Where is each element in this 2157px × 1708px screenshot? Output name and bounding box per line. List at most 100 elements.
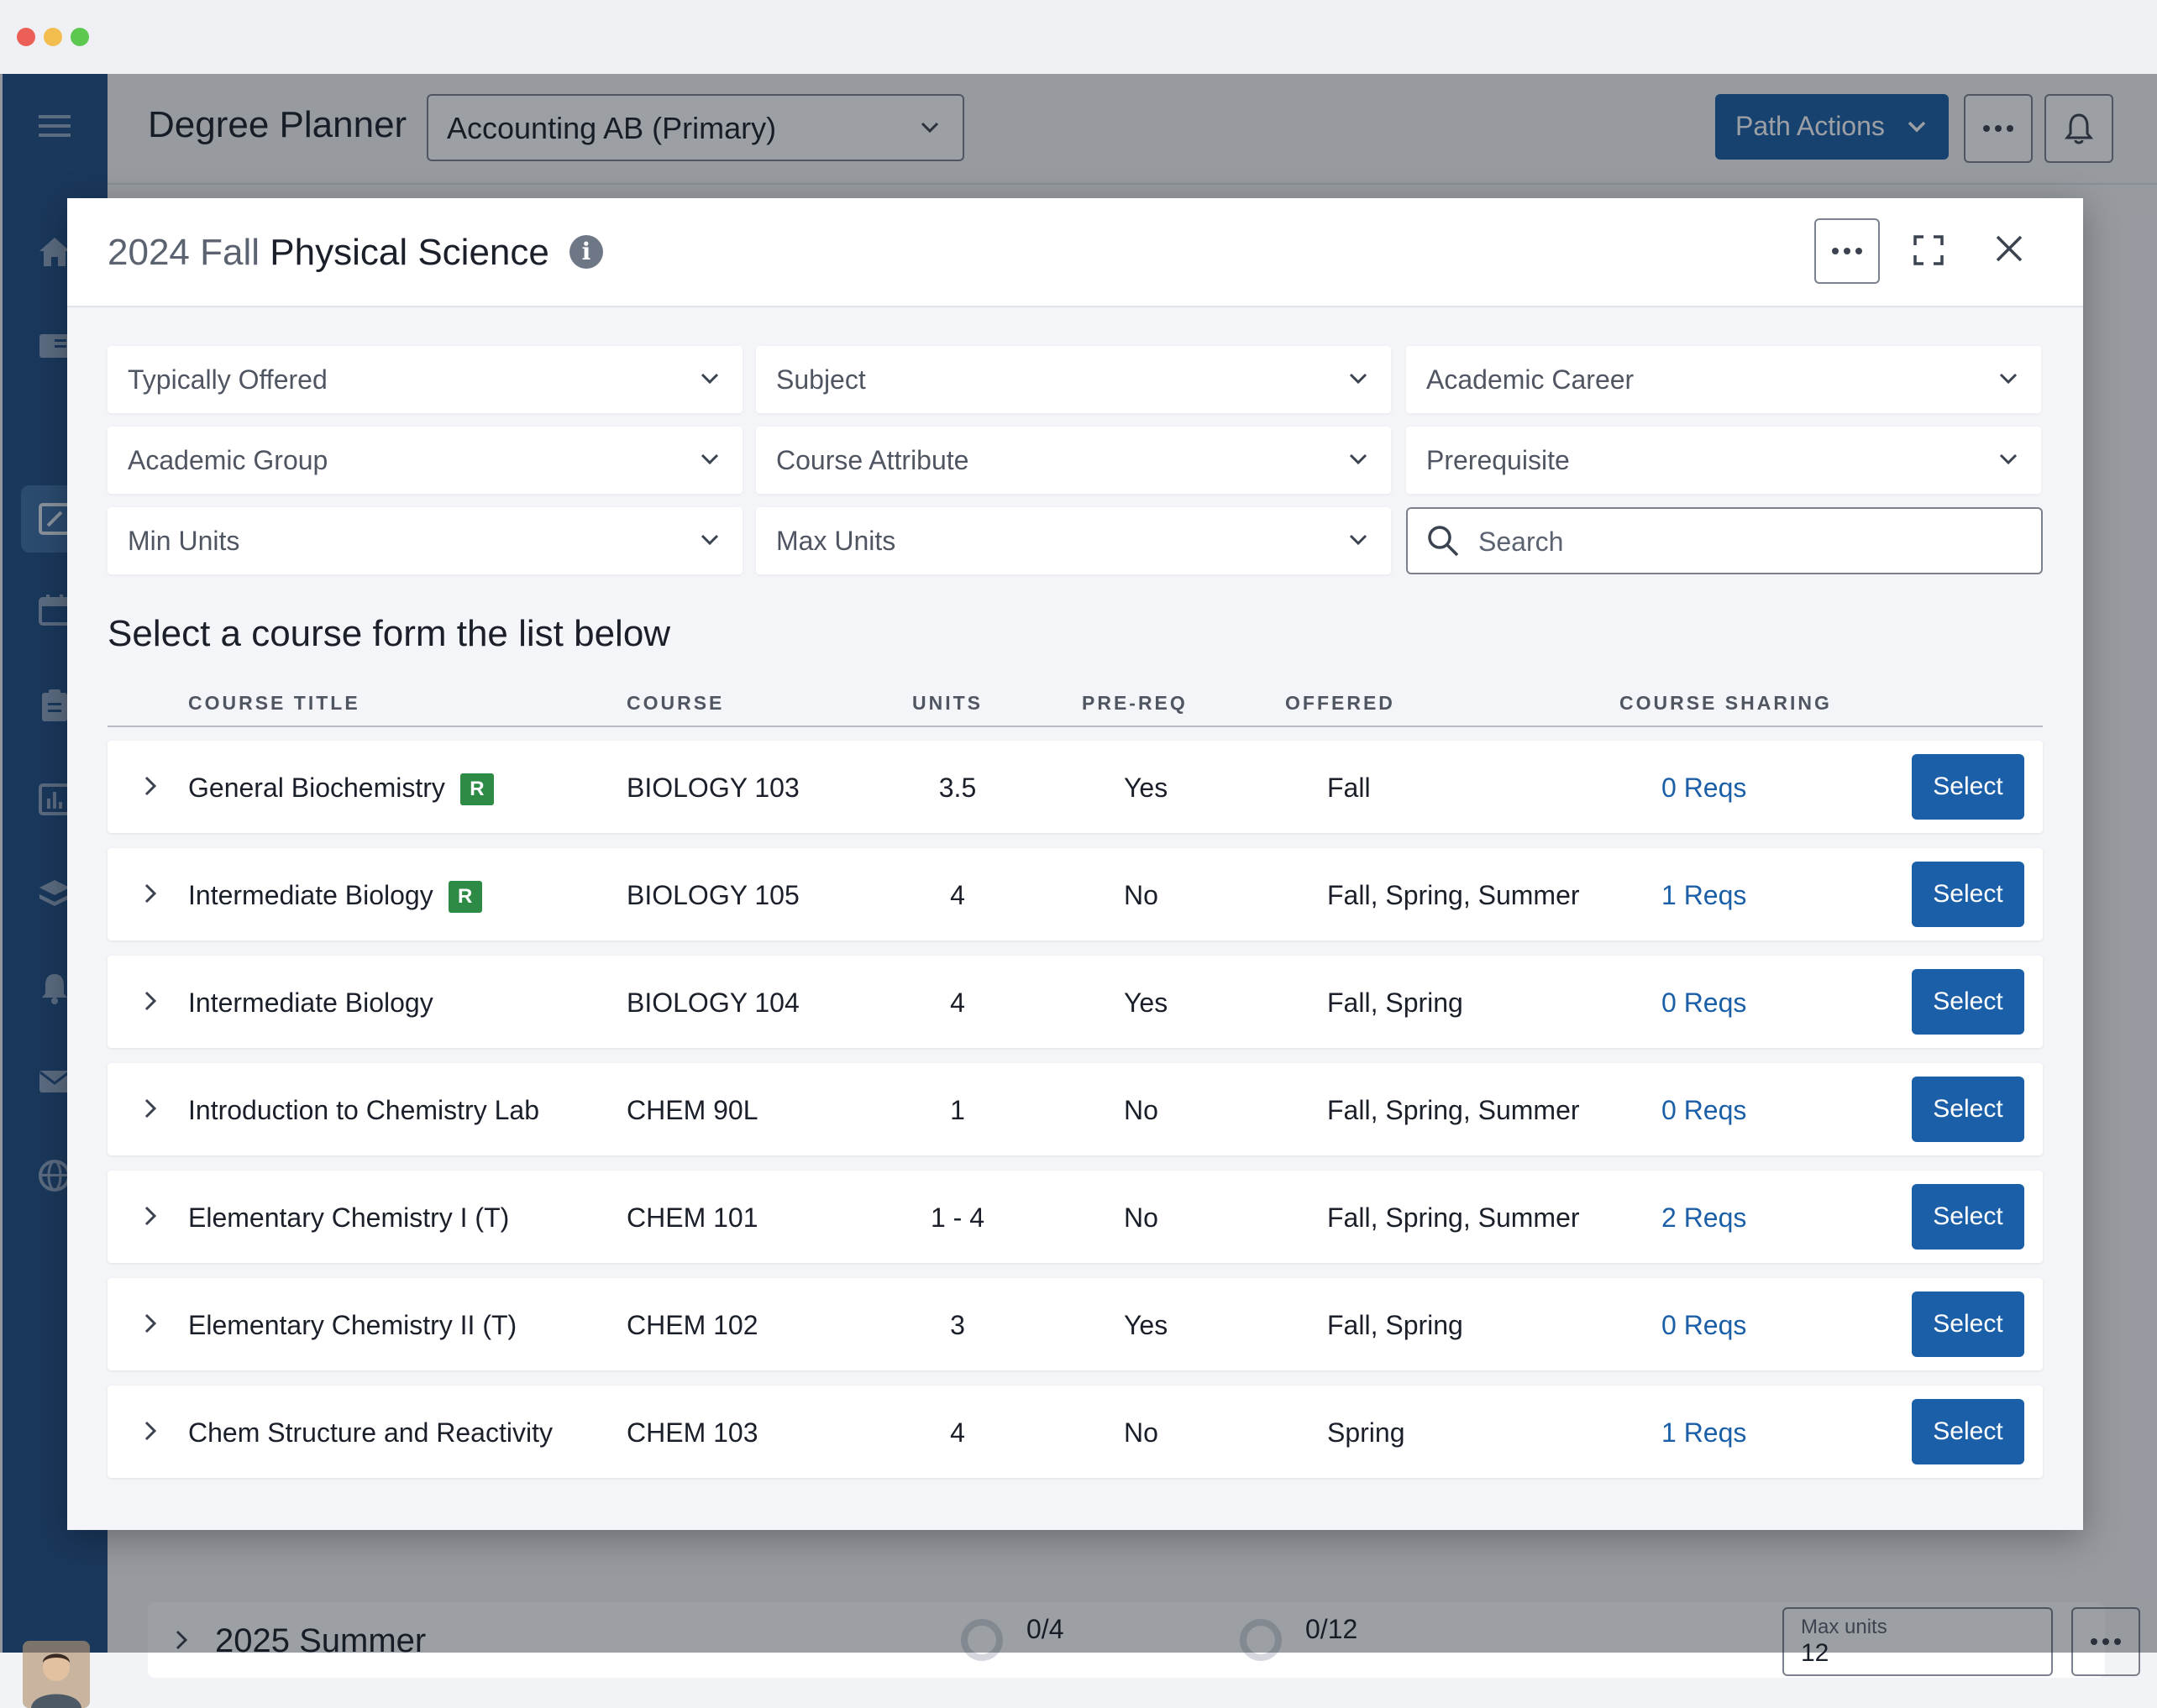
graduation-icon[interactable]	[36, 875, 73, 912]
course-sharing-link[interactable]: 1 Reqs	[1661, 880, 1747, 910]
select-button[interactable]: Select	[1912, 862, 2024, 927]
filter-course-attribute[interactable]: Course Attribute	[756, 427, 1391, 494]
filter-min-units[interactable]: Min Units	[108, 507, 743, 574]
filter-label: Typically Offered	[128, 364, 328, 395]
chevron-right-icon[interactable]	[138, 878, 163, 909]
mail-icon[interactable]	[36, 1063, 73, 1100]
course-title: Chem Structure and Reactivity	[188, 1417, 553, 1448]
info-icon[interactable]: i	[569, 235, 603, 269]
course-row[interactable]: Intermediate Biology R BIOLOGY 105 4 No F…	[108, 848, 2043, 940]
course-row[interactable]: Chem Structure and Reactivity CHEM 103 4…	[108, 1386, 2043, 1478]
catalog-icon[interactable]	[36, 327, 73, 364]
list-heading: Select a course form the list below	[108, 613, 671, 654]
course-prereq: No	[1124, 880, 1158, 910]
course-title: Intermediate Biology	[188, 880, 433, 910]
course-code: CHEM 101	[627, 1202, 758, 1233]
clipboard-icon[interactable]	[36, 687, 73, 724]
filter-subject[interactable]: Subject	[756, 346, 1391, 413]
course-prereq: No	[1124, 1417, 1158, 1448]
filter-academic-group[interactable]: Academic Group	[108, 427, 743, 494]
modal-more-button[interactable]	[1814, 218, 1880, 284]
filter-label: Course Attribute	[776, 445, 969, 475]
plan-selector-value: Accounting AB (Primary)	[447, 111, 777, 145]
plan-selector[interactable]: Accounting AB (Primary)	[427, 94, 964, 161]
chevron-right-icon[interactable]	[138, 1308, 163, 1339]
chevron-down-icon	[1349, 453, 1367, 465]
column-header-sharing: COURSE SHARING	[1619, 692, 1832, 714]
select-button[interactable]: Select	[1912, 1077, 2024, 1142]
path-actions-button[interactable]: Path Actions	[1715, 94, 1949, 160]
search-field[interactable]	[1406, 507, 2043, 574]
course-row[interactable]: Elementary Chemistry II (T) CHEM 102 3 Y…	[108, 1278, 2043, 1370]
course-units: 4	[950, 1417, 965, 1448]
select-button[interactable]: Select	[1912, 754, 2024, 820]
notifications-button[interactable]	[2044, 94, 2113, 163]
course-sharing-link[interactable]: 0 Reqs	[1661, 1095, 1747, 1125]
close-icon[interactable]	[1991, 230, 2028, 267]
max-units-label: Max units	[1801, 1616, 1887, 1638]
more-icon	[2091, 1638, 2121, 1645]
menu-icon[interactable]	[36, 107, 73, 144]
filter-academic-career[interactable]: Academic Career	[1406, 346, 2041, 413]
course-units: 4	[950, 988, 965, 1018]
close-window-dot[interactable]	[17, 28, 35, 46]
chevron-right-icon[interactable]	[138, 1416, 163, 1446]
course-offered: Spring	[1327, 1417, 1405, 1448]
courses-progress: 0/4	[1026, 1614, 1064, 1644]
chevron-right-icon[interactable]	[138, 1093, 163, 1124]
course-sharing-link[interactable]: 2 Reqs	[1661, 1202, 1747, 1233]
filter-max-units[interactable]: Max Units	[756, 507, 1391, 574]
search-input[interactable]	[1477, 521, 2018, 563]
chevron-right-icon[interactable]	[138, 1201, 163, 1231]
filter-label: Max Units	[776, 526, 896, 556]
course-prereq: No	[1124, 1202, 1158, 1233]
select-button[interactable]: Select	[1912, 1399, 2024, 1464]
home-icon[interactable]	[36, 233, 73, 270]
course-prereq: Yes	[1124, 1310, 1168, 1340]
chevron-right-icon[interactable]	[138, 986, 163, 1016]
page-title: Degree Planner	[148, 104, 407, 145]
select-button[interactable]: Select	[1912, 969, 2024, 1035]
modal-header: 2024 Fall Physical Science i	[67, 198, 2083, 307]
course-row[interactable]: Introduction to Chemistry Lab CHEM 90L 1…	[108, 1063, 2043, 1155]
course-sharing-link[interactable]: 1 Reqs	[1661, 1417, 1747, 1448]
course-code: CHEM 103	[627, 1417, 758, 1448]
modal-title: 2024 Fall Physical Science	[108, 232, 549, 274]
filter-typically-offered[interactable]: Typically Offered	[108, 346, 743, 413]
course-sharing-link[interactable]: 0 Reqs	[1661, 988, 1747, 1018]
course-offered: Fall, Spring	[1327, 988, 1463, 1018]
course-title-cell: General Biochemistry R	[188, 773, 494, 805]
course-offered: Fall, Spring, Summer	[1327, 880, 1580, 910]
chevron-down-icon	[1908, 121, 1926, 133]
more-options-button[interactable]	[1964, 94, 2033, 163]
maximize-window-dot[interactable]	[71, 28, 89, 46]
course-sharing-link[interactable]: 0 Reqs	[1661, 773, 1747, 803]
filter-label: Subject	[776, 364, 866, 395]
course-prereq: Yes	[1124, 773, 1168, 803]
course-code: CHEM 90L	[627, 1095, 758, 1125]
select-button[interactable]: Select	[1912, 1291, 2024, 1357]
more-icon	[1832, 248, 1862, 254]
course-sharing-link[interactable]: 0 Reqs	[1661, 1310, 1747, 1340]
app-header: Degree Planner Accounting AB (Primary) P…	[108, 74, 2157, 185]
course-row[interactable]: General Biochemistry R BIOLOGY 103 3.5 Ye…	[108, 741, 2043, 833]
expand-icon[interactable]	[1912, 233, 1945, 267]
select-button[interactable]: Select	[1912, 1184, 2024, 1250]
course-row[interactable]: Elementary Chemistry I (T) CHEM 101 1 - …	[108, 1171, 2043, 1263]
course-offered: Fall, Spring	[1327, 1310, 1463, 1340]
filter-prerequisite[interactable]: Prerequisite	[1406, 427, 2041, 494]
course-title: General Biochemistry	[188, 773, 445, 803]
course-code: CHEM 102	[627, 1310, 758, 1340]
course-prereq: No	[1124, 1095, 1158, 1125]
chevron-right-icon[interactable]	[171, 1627, 192, 1653]
course-code: BIOLOGY 103	[627, 773, 800, 803]
chevron-down-icon	[1349, 534, 1367, 546]
column-header-prereq: PRE-REQ	[1082, 692, 1188, 714]
chevron-right-icon[interactable]	[138, 771, 163, 801]
course-code: BIOLOGY 104	[627, 988, 800, 1018]
alert-icon[interactable]	[36, 969, 73, 1006]
course-row[interactable]: Intermediate Biology BIOLOGY 104 4 Yes F…	[108, 956, 2043, 1048]
course-units: 4	[950, 880, 965, 910]
course-offered: Fall, Spring, Summer	[1327, 1095, 1580, 1125]
minimize-window-dot[interactable]	[44, 28, 62, 46]
